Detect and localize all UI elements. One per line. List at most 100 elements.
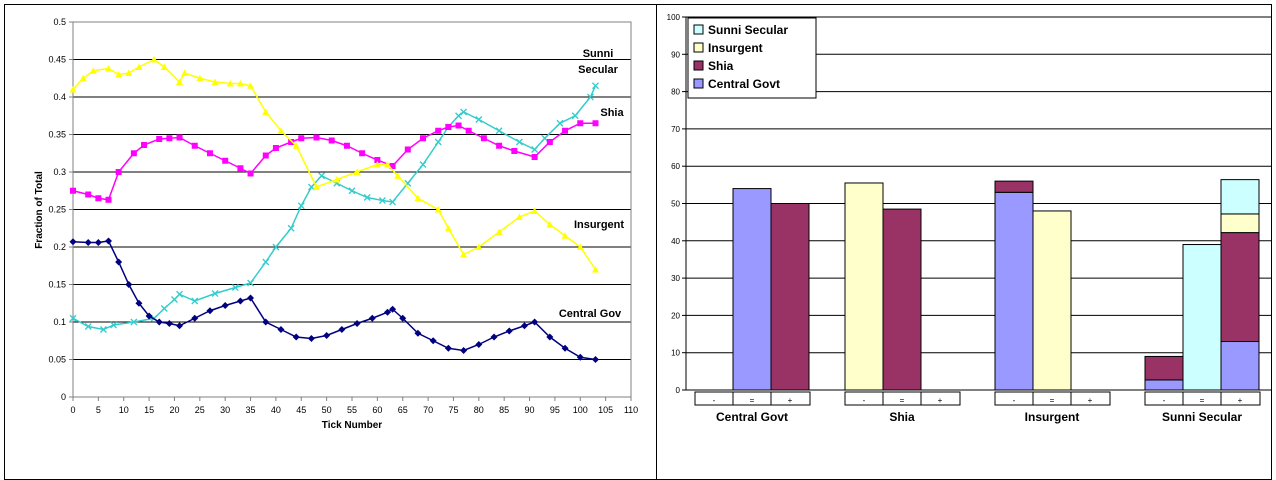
data-point-shia [465,127,472,134]
bar-segment-shia [994,180,1034,193]
data-point-insurgent [105,65,113,72]
data-point-central-gov [115,258,123,266]
line-chart-x-tick-label: 35 [246,405,256,415]
data-point-central-gov [69,238,77,246]
data-point-sunni-secular [541,134,549,142]
bar-segment-central-govt [732,188,772,391]
data-point-shia [480,135,487,142]
bar-sublabel: - [863,396,866,405]
category-label-shia: Shia [889,410,915,424]
line-chart-x-tick-label: 15 [144,405,154,415]
line-chart-x-tick-label: 85 [499,405,509,415]
line-chart-y-tick-label: 0.45 [48,55,66,65]
data-point-central-gov [191,314,199,322]
data-point-sunni-secular [160,305,168,312]
bar-sublabel: = [900,396,905,405]
data-point-sunni-secular [84,323,92,330]
bar-chart-y-tick-label: 30 [671,274,680,283]
data-point-sunni-secular [515,138,523,146]
data-point-central-gov [520,322,528,330]
data-point-sunni-secular [272,243,280,251]
data-point-insurgent [434,206,442,213]
line-chart-y-tick-label: 0.05 [48,355,66,365]
data-point-insurgent [576,243,584,250]
data-point-central-gov [546,333,554,341]
line-chart-x-tick-label: 30 [220,405,230,415]
data-point-insurgent [211,78,219,85]
line-chart-y-tick-label: 0.4 [53,92,66,102]
data-point-sunni-secular [170,296,178,303]
line-chart-x-tick-label: 105 [598,405,613,415]
line-chart-x-tick-label: 40 [271,405,281,415]
data-point-central-gov [221,302,229,309]
bar-sublabel: = [1200,396,1205,405]
series-label-central-gov: Central Gov [559,308,622,320]
data-point-insurgent [125,69,133,76]
legend-swatch-shia [693,60,704,71]
data-point-central-gov [236,297,244,305]
data-point-insurgent [475,243,483,250]
bar-segment-sunni-secular [1182,244,1222,391]
data-point-sunni-secular [307,183,315,191]
data-point-sunni-secular [586,93,594,101]
data-point-insurgent [236,80,244,87]
data-point-insurgent [495,228,503,235]
data-point-sunni-secular [531,146,539,153]
data-point-sunni-secular [176,290,183,298]
data-point-shia [115,169,122,175]
data-point-insurgent [546,221,554,228]
data-point-sunni-secular [130,318,138,326]
category-axis-box-central-govt [694,391,811,406]
line-chart-x-tick-label: 25 [195,405,205,415]
bar-sublabel: + [938,396,943,405]
data-point-central-gov [368,314,376,322]
bar-sublabel: = [1050,396,1055,405]
category-axis-box-sunni-secular [1144,391,1261,406]
data-point-shia [166,135,173,142]
line-chart-y-tick-label: 0.1 [53,317,66,327]
data-point-shia [511,148,518,154]
data-point-shia [592,120,599,127]
data-point-sunni-secular [99,326,107,333]
line-chart-x-tick-label: 10 [119,405,129,415]
data-point-insurgent [196,74,204,82]
data-point-central-gov [292,333,300,341]
data-point-central-gov [145,312,153,320]
data-point-central-gov [505,327,513,335]
data-point-shia [262,152,269,159]
data-point-central-gov [307,335,315,342]
data-point-sunni-secular [495,127,503,135]
bar-sublabel: - [1013,396,1016,405]
category-axis-box-insurgent [994,391,1111,406]
data-point-shia [176,134,183,141]
line-chart-gridlines [73,21,631,360]
data-point-central-gov [444,344,452,352]
data-point-shia [562,127,569,134]
bar-chart-y-ticks: 0 10 20 30 40 50 60 70 80 90 100 [667,13,686,395]
data-point-central-gov [384,308,392,316]
data-point-shia [343,142,350,149]
bar-segment-central-govt [994,191,1034,391]
bar-segment-shia [1220,232,1260,343]
data-point-shia [455,122,462,129]
data-point-central-gov [389,305,397,313]
data-point-insurgent [160,63,168,70]
data-point-insurgent [591,266,599,273]
legend-swatch-insurgent [693,42,704,53]
legend-swatch-sunni-secular [693,24,704,35]
data-point-insurgent [79,74,87,82]
data-point-insurgent [135,63,143,70]
bar-sublabel: = [750,396,755,405]
category-axis-box-shia [844,391,961,406]
data-point-insurgent [373,161,381,168]
bar-chart-bars [732,179,1260,391]
data-point-sunni-secular [69,314,77,322]
data-point-insurgent [394,172,402,179]
line-chart-y-tick-label: 0.3 [53,167,66,177]
legend-box [687,17,817,99]
data-point-central-gov [84,239,92,246]
data-point-insurgent [262,108,270,115]
bar-chart-y-tick-label: 100 [667,13,681,22]
line-chart-y-ticks: 0 0.05 0.1 0.15 0.2 0.25 0.3 0.35 0.4 0.45 0.5 [48,17,73,402]
